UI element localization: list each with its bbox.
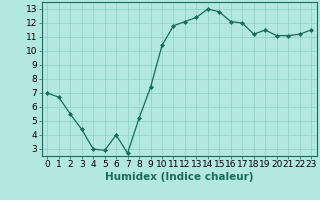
- X-axis label: Humidex (Indice chaleur): Humidex (Indice chaleur): [105, 172, 253, 182]
